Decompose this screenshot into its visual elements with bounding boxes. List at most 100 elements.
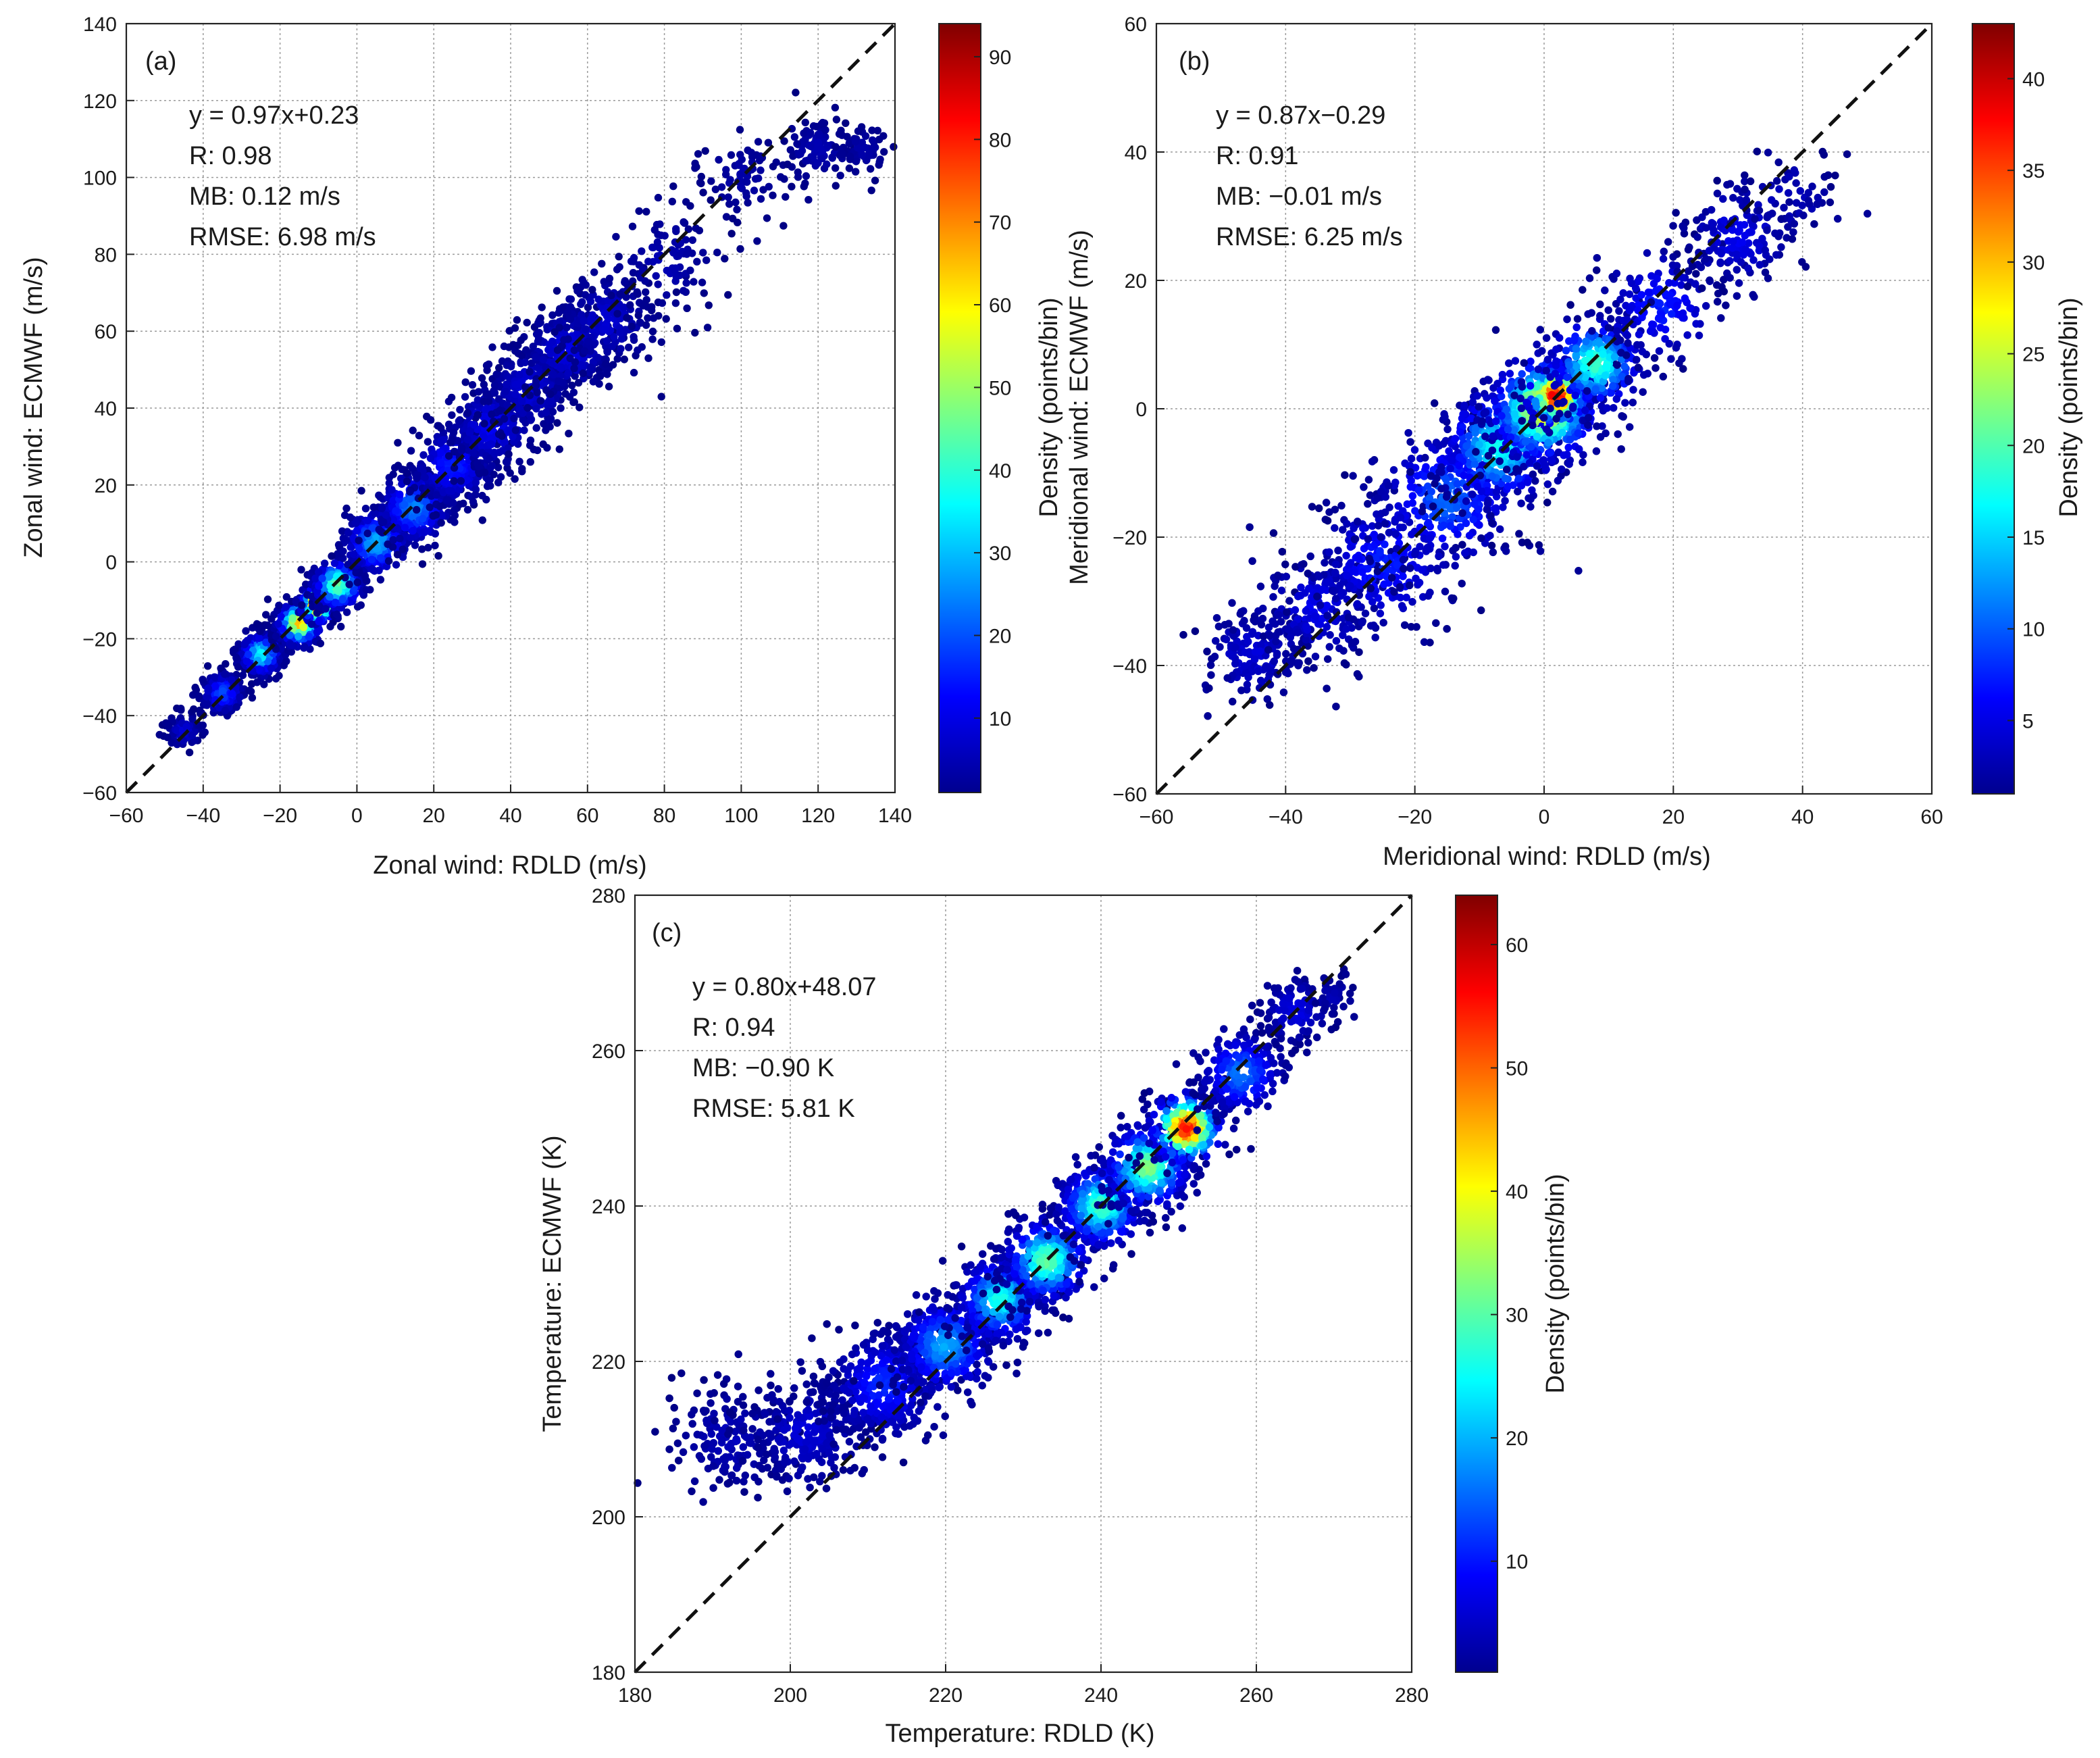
- data-point: [1426, 534, 1434, 543]
- data-point: [500, 415, 509, 423]
- data-point: [1477, 606, 1485, 615]
- data-point: [490, 449, 498, 457]
- data-point: [515, 457, 523, 466]
- data-point: [615, 263, 623, 271]
- data-point: [234, 663, 242, 671]
- data-point: [406, 488, 414, 496]
- data-point: [546, 422, 554, 431]
- colorbar-tick-label: 30: [989, 543, 1011, 565]
- data-point: [581, 291, 590, 299]
- data-point: [672, 288, 681, 297]
- y-tick-label: 60: [95, 321, 117, 343]
- data-point: [535, 320, 543, 328]
- data-point: [326, 622, 334, 631]
- data-point: [392, 561, 401, 569]
- data-point: [565, 393, 574, 401]
- data-point: [409, 426, 417, 434]
- data-point: [780, 175, 788, 183]
- data-point: [700, 289, 708, 297]
- data-point: [375, 491, 383, 499]
- data-point: [547, 397, 555, 405]
- colorbar-tick-label: 20: [989, 626, 1011, 648]
- data-point: [500, 342, 509, 351]
- data-point: [1415, 578, 1424, 587]
- data-point: [1304, 657, 1312, 665]
- data-point: [1311, 652, 1320, 661]
- data-point: [654, 280, 662, 288]
- data-point: [788, 182, 796, 191]
- data-point: [1303, 626, 1312, 634]
- data-point: [1343, 520, 1351, 528]
- data-point: [733, 205, 741, 214]
- data-point: [431, 541, 439, 550]
- data-point: [701, 147, 709, 155]
- data-point: [278, 645, 286, 653]
- data-point: [1248, 628, 1257, 636]
- data-point: [563, 309, 571, 317]
- data-point: [1400, 565, 1408, 573]
- data-point: [1228, 599, 1236, 607]
- data-point: [407, 533, 415, 542]
- data-point: [467, 367, 476, 375]
- data-point: [1355, 555, 1363, 563]
- data-point: [413, 474, 421, 482]
- data-point: [1536, 547, 1545, 555]
- data-point: [815, 130, 823, 139]
- data-point: [461, 393, 469, 401]
- data-point: [408, 464, 417, 473]
- data-point: [478, 516, 486, 524]
- data-point: [331, 599, 340, 607]
- data-point: [697, 172, 705, 181]
- data-point: [377, 528, 385, 536]
- data-point: [407, 447, 415, 455]
- data-point: [671, 266, 679, 274]
- data-point: [1486, 531, 1494, 540]
- data-point: [1370, 530, 1379, 538]
- data-point: [683, 304, 691, 312]
- data-point: [567, 295, 575, 303]
- data-point: [806, 142, 815, 151]
- data-point: [1439, 561, 1448, 569]
- data-point: [451, 518, 459, 526]
- data-point: [691, 159, 699, 168]
- data-point: [253, 678, 261, 686]
- data-point: [1256, 647, 1264, 655]
- data-point: [557, 404, 565, 412]
- y-axis-label: Zonal wind: ECMWF (m/s): [20, 257, 48, 557]
- data-point: [1228, 697, 1237, 706]
- data-point: [617, 345, 625, 353]
- data-point: [1331, 560, 1340, 568]
- data-point: [1331, 505, 1339, 513]
- data-point: [757, 195, 765, 203]
- data-point: [355, 545, 363, 553]
- data-point: [211, 682, 220, 690]
- data-point: [1346, 582, 1354, 590]
- data-point: [653, 238, 662, 247]
- data-point: [503, 361, 511, 370]
- data-point: [1450, 595, 1458, 603]
- data-point: [247, 687, 255, 696]
- data-point: [800, 129, 808, 137]
- data-point: [744, 199, 752, 207]
- data-point: [821, 126, 829, 134]
- data-point: [627, 257, 636, 266]
- data-point: [1308, 503, 1316, 511]
- data-point: [1278, 547, 1287, 556]
- data-point: [338, 595, 347, 604]
- data-point: [363, 516, 372, 525]
- data-point: [426, 503, 434, 511]
- data-point: [262, 638, 270, 647]
- data-point: [189, 691, 197, 699]
- data-point: [861, 143, 869, 152]
- data-point: [694, 150, 702, 158]
- data-point: [1384, 482, 1393, 490]
- data-point: [177, 705, 185, 713]
- data-point: [657, 393, 665, 401]
- x-tick-label: 120: [801, 805, 835, 827]
- data-point: [394, 438, 402, 447]
- data-point: [890, 143, 898, 151]
- data-point: [527, 415, 536, 424]
- data-point: [695, 226, 704, 234]
- y-tick-label: 80: [95, 244, 117, 266]
- data-point: [1355, 672, 1363, 681]
